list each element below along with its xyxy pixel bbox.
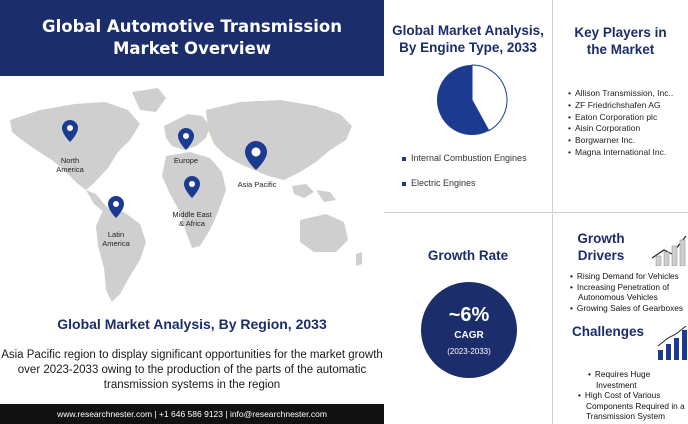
cagr-label: CAGR [454,330,484,341]
legend-item-ice: Internal Combustion Engines [402,153,527,163]
contact-footer: www.researchnester.com | +1 646 586 9123… [0,404,384,424]
list-item: Borgwarner Inc. [568,135,673,147]
engine-pie-chart [437,64,508,135]
bar-challenge-icon [657,326,687,360]
region-analysis-description: Asia Pacific region to display significa… [1,349,383,391]
cagr-badge: ~6% CAGR (2023-2033) [421,282,517,378]
footer-contact-text: www.researchnester.com | +1 646 586 9123… [57,409,327,419]
legend-swatch-icon [402,156,406,161]
legend-swatch-icon [402,181,406,186]
list-item: Growing Sales of Gearboxes [568,303,688,314]
list-item: Increasing Penetration of Autonomous Veh… [568,282,688,303]
divider-vertical-bottom [552,214,553,424]
growth-drivers-title: Growth Drivers [577,231,625,263]
region-label-asia-pacific: Asia Pacific [237,180,277,189]
region-label-latin-america: Latin America [102,230,130,248]
bar-growth-icon [651,235,687,266]
list-item: Allison Transmission, Inc.. [568,88,673,100]
list-item: Requires Huge Investment [576,369,688,390]
overview-header: Global Automotive Transmission Market Ov… [0,0,384,76]
list-item: Magna International Inc. [568,147,673,159]
world-map-graphic [10,88,362,302]
challenges-title: Challenges [571,324,645,339]
overview-title-line1: Global Automotive Transmission [42,17,342,36]
key-players-title: Key Players in the Market [574,25,667,57]
divider-horizontal [384,212,688,213]
key-players-list: Allison Transmission, Inc.. ZF Friedrich… [568,88,673,159]
region-label-north-america: North America [56,156,84,174]
region-label-middle-east-africa: Middle East & Africa [172,210,212,228]
region-analysis-title: Global Market Analysis, By Region, 2033 [57,316,327,332]
overview-title-line2: Market Overview [113,39,271,58]
list-item: Aisin Corporation [568,123,673,135]
divider-vertical-top [552,0,553,212]
list-item: Eaton Corporation plc [568,112,673,124]
cagr-value: ~6% [448,304,490,326]
list-item: Rising Demand for Vehicles [568,271,688,282]
growth-drivers-list: Rising Demand for Vehicles Increasing Pe… [568,271,688,313]
world-map: North America Europe Asia Pacific Middle… [0,80,384,310]
challenges-list: Requires Huge Investment High Cost of Va… [576,369,688,422]
growth-rate-title: Growth Rate [427,248,509,263]
list-item: High Cost of Various Components Required… [576,390,688,422]
engine-analysis-title: Global Market Analysis, By Engine Type, … [392,23,544,55]
legend-item-electric: Electric Engines [402,178,476,188]
cagr-period: (2023-2033) [447,347,491,356]
list-item: ZF Friedrichshafen AG [568,100,673,112]
region-label-europe: Europe [173,156,199,165]
pie-slice-electric [471,64,508,132]
